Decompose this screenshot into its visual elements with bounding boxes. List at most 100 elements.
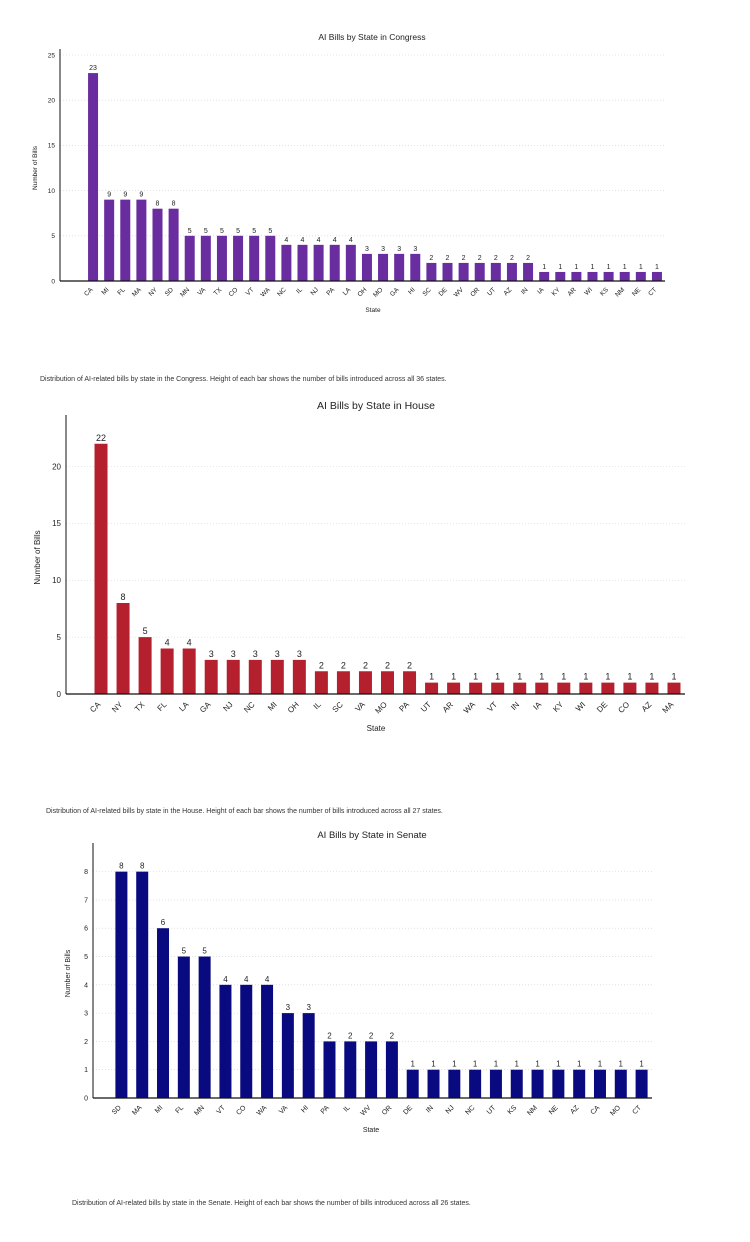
bar xyxy=(535,682,549,694)
chart-title: AI Bills by State in Senate xyxy=(317,830,426,841)
data-label: 4 xyxy=(223,975,228,984)
data-label: 2 xyxy=(510,255,514,262)
bar xyxy=(329,244,340,281)
bar xyxy=(240,984,253,1098)
bar xyxy=(571,271,582,281)
data-label: 3 xyxy=(397,246,401,253)
y-tick-label: 5 xyxy=(57,633,62,642)
x-tick-label: MO xyxy=(372,286,384,298)
data-label: 3 xyxy=(306,1003,311,1012)
data-label: 4 xyxy=(187,638,192,648)
y-tick-label: 10 xyxy=(52,576,61,585)
y-tick-label: 25 xyxy=(48,52,56,59)
x-tick-label: CO xyxy=(228,286,240,298)
bar xyxy=(614,1069,627,1098)
x-tick-label: PA xyxy=(397,700,411,714)
data-label: 1 xyxy=(583,672,588,682)
data-label: 1 xyxy=(494,1060,499,1069)
x-tick-label: CA xyxy=(83,286,95,298)
x-tick-label: FL xyxy=(175,1104,186,1115)
data-label: 1 xyxy=(671,672,676,682)
data-label: 1 xyxy=(591,264,595,271)
y-tick-label: 0 xyxy=(57,690,62,699)
x-tick-label: NC xyxy=(276,286,288,298)
bar xyxy=(474,262,485,281)
data-label: 2 xyxy=(327,1031,332,1040)
data-label: 3 xyxy=(381,246,385,253)
bar xyxy=(489,1069,502,1098)
x-tick-label: TX xyxy=(133,700,147,714)
bar xyxy=(361,253,372,281)
data-label: 1 xyxy=(517,672,522,682)
bar xyxy=(531,1069,544,1098)
x-tick-label: MI xyxy=(154,1104,164,1114)
x-tick-label: WA xyxy=(462,700,478,716)
bar xyxy=(216,235,227,281)
x-tick-label: NY xyxy=(148,286,160,298)
bar xyxy=(619,271,630,281)
bar xyxy=(587,271,598,281)
x-tick-label: AR xyxy=(566,286,578,298)
x-tick-label: AZ xyxy=(640,700,654,714)
y-tick-label: 7 xyxy=(84,897,88,904)
x-tick-label: NM xyxy=(614,286,626,298)
x-tick-label: DE xyxy=(438,286,450,298)
y-tick-label: 5 xyxy=(84,954,88,961)
bar xyxy=(136,199,147,281)
x-tick-label: MA xyxy=(661,700,676,715)
x-tick-label: HI xyxy=(300,1104,310,1114)
data-label: 5 xyxy=(220,228,224,235)
x-tick-label: CO xyxy=(616,700,631,715)
data-label: 1 xyxy=(410,1060,415,1069)
x-tick-label: WV xyxy=(453,286,466,299)
bar xyxy=(555,271,566,281)
bar xyxy=(182,648,196,694)
x-tick-label: NC xyxy=(464,1104,476,1116)
x-axis-label: State xyxy=(365,307,381,314)
data-label: 8 xyxy=(172,201,176,208)
senate-chart: AI Bills by State in Senate 0 1 2 3 4 5 6 7 8 8 SD 8… xyxy=(65,830,652,1134)
x-tick-label: WI xyxy=(574,700,587,713)
x-tick-label: LA xyxy=(342,286,353,297)
bar xyxy=(358,671,372,694)
data-label: 2 xyxy=(494,255,498,262)
x-tick-label: VA xyxy=(196,286,207,297)
data-label: 2 xyxy=(462,255,466,262)
bar xyxy=(523,262,534,281)
bar xyxy=(425,682,439,694)
x-tick-label: IN xyxy=(509,700,521,712)
y-tick-label: 4 xyxy=(84,982,88,989)
y-tick-label: 15 xyxy=(48,143,56,150)
bar xyxy=(510,1069,523,1098)
bar xyxy=(336,671,350,694)
x-tick-label: IL xyxy=(343,1104,352,1113)
data-label: 2 xyxy=(407,660,412,670)
bar xyxy=(394,253,405,281)
bar xyxy=(177,956,190,1098)
x-tick-label: AZ xyxy=(503,286,514,297)
bar xyxy=(116,603,130,694)
x-tick-label: NJ xyxy=(221,700,234,713)
x-tick-label: NC xyxy=(242,700,257,715)
bar xyxy=(448,1069,461,1098)
data-label: 2 xyxy=(319,660,324,670)
data-label: 4 xyxy=(165,638,170,648)
x-tick-label: SD xyxy=(111,1104,123,1116)
x-tick-label: KY xyxy=(551,700,565,714)
bar xyxy=(552,1069,565,1098)
x-tick-label: SC xyxy=(331,700,345,714)
bar xyxy=(491,682,505,694)
x-tick-label: UT xyxy=(486,286,497,297)
y-tick-label: 3 xyxy=(84,1011,88,1018)
x-tick-label: OR xyxy=(381,1104,393,1116)
bar xyxy=(157,928,170,1098)
x-tick-label: OH xyxy=(286,700,301,715)
bar xyxy=(152,208,163,281)
data-label: 4 xyxy=(333,237,337,244)
data-label: 4 xyxy=(244,975,249,984)
y-tick-label: 1 xyxy=(84,1067,88,1074)
bar xyxy=(160,648,174,694)
data-label: 5 xyxy=(204,228,208,235)
data-label: 5 xyxy=(143,626,148,636)
data-label: 4 xyxy=(317,237,321,244)
